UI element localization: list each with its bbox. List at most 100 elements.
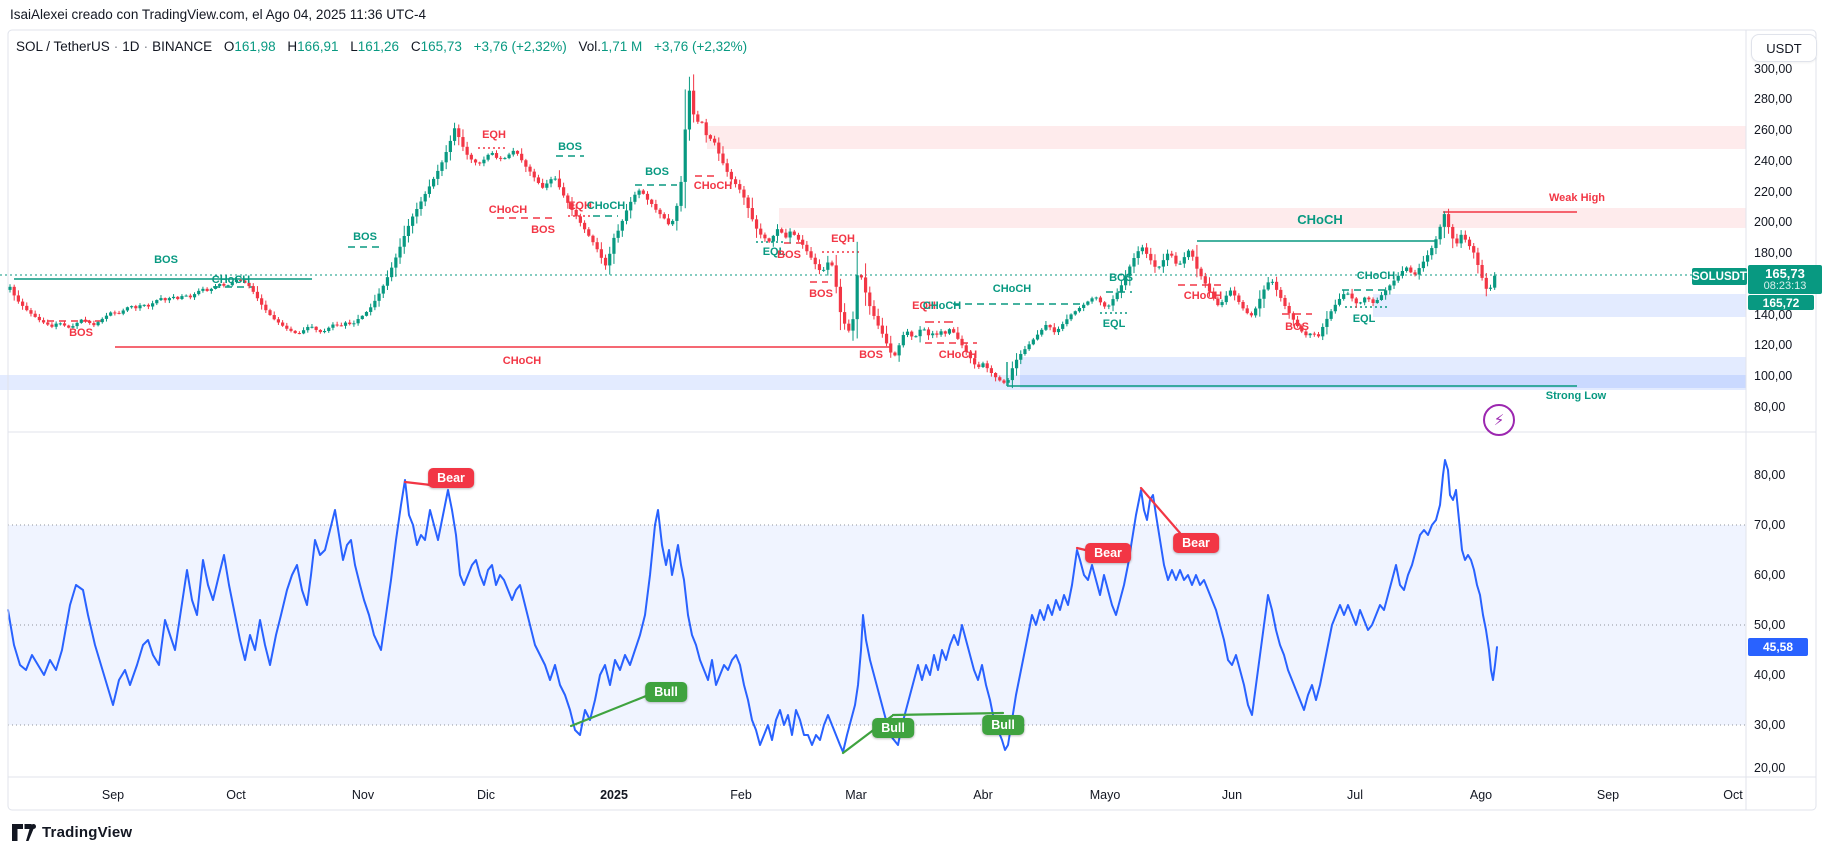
candle-body [46,322,50,325]
price-tick[interactable]: 300,00 [1754,61,1793,76]
interval[interactable]: 1D [122,39,140,54]
smc-label-eqh[interactable]: EQH [482,129,506,141]
rsi-tick[interactable]: 70,00 [1754,518,1786,532]
smc-label-eqh[interactable]: EQH [568,200,592,212]
supply-demand-zone[interactable] [0,375,1746,390]
price-tick[interactable]: 140,00 [1754,307,1793,322]
price-tick[interactable]: 280,00 [1754,92,1793,107]
bear-callout[interactable]: Bear [1173,533,1219,553]
last-price-label[interactable]: 165,73 08:23:13 [1748,265,1822,294]
rsi-tick[interactable]: 40,00 [1754,668,1786,682]
smc-label-eql[interactable]: EQL [762,246,786,258]
supply-demand-zone[interactable] [779,208,1746,228]
price-tick[interactable]: 260,00 [1754,123,1793,137]
candle-body [683,129,687,182]
candle-body [1254,308,1258,316]
smc-label-choch[interactable]: CHoCH [992,283,1032,295]
time-tick[interactable]: Abr [973,788,993,802]
smc-label-eqh[interactable]: EQH [831,233,855,245]
time-tick[interactable]: 2025 [600,788,628,802]
tradingview-logo[interactable]: TradingView [12,824,132,841]
currency-toggle-button[interactable]: USDT [1751,34,1817,62]
price-tick[interactable]: 120,00 [1754,338,1793,353]
time-tick[interactable]: Ago [1469,788,1493,802]
smc-label-bos[interactable]: BOS [531,224,555,236]
time-tick[interactable]: Jun [1221,788,1243,802]
smc-label-choch[interactable]: CHoCH [1297,212,1343,227]
smc-label-eql[interactable]: EQL [1102,318,1126,330]
smc-label-bos[interactable]: BOS [353,231,377,243]
smc-label-choch[interactable]: CHoCH [922,300,962,312]
supply-demand-zone[interactable] [1373,294,1746,317]
time-tick[interactable]: Oct [226,788,246,802]
time-tick[interactable]: Feb [730,788,752,802]
candle-body [71,326,75,328]
bull-callout[interactable]: Bull [645,682,687,702]
bear-callout[interactable]: Bear [1085,543,1131,563]
rsi-tick[interactable]: 60,00 [1754,568,1786,582]
time-tick[interactable]: Oct [1723,788,1743,802]
rsi-tick[interactable]: 30,00 [1754,718,1786,732]
smc-label-bos[interactable]: BOS [809,288,833,300]
rsi-tick[interactable]: 20,00 [1754,761,1786,775]
time-tick[interactable]: Nov [351,788,375,802]
smc-label-choch[interactable]: CHoCH [211,274,251,286]
bear-trendline[interactable] [1139,486,1182,535]
smc-label-bos[interactable]: BOS [154,254,178,266]
rsi-tick[interactable]: 50,00 [1754,618,1786,632]
smc-label-eql[interactable]: EQL [1352,313,1376,325]
smc-label-bos[interactable]: BOS [859,349,883,361]
smc-label-bos[interactable]: BOS [777,249,801,261]
smc-label-bos[interactable]: BOS [69,327,93,339]
exchange[interactable]: BINANCE [152,39,213,54]
smc-label-strong-low[interactable]: Strong Low [1545,390,1607,402]
price-tick[interactable]: 180,00 [1754,246,1793,260]
time-tick[interactable]: Sep [1596,788,1620,802]
smc-label-choch[interactable]: CHoCH [488,204,528,216]
smc-label-bos[interactable]: BOS [645,166,669,178]
symbol-legend[interactable]: SOL / TetherUS · 1D · BINANCE O161,98 H166,9… [16,39,747,54]
price-tick[interactable]: 100,00 [1754,369,1793,383]
smc-label-eqh[interactable]: EQH [912,300,936,312]
time-tick[interactable]: Jul [1347,788,1363,802]
smc-label-weak-high[interactable]: Weak High [1548,192,1606,204]
candle-body [1304,331,1308,336]
candle-body [696,114,700,122]
prev-close-label[interactable]: 165,72 [1748,295,1814,310]
bear-callout[interactable]: Bear [428,468,474,488]
smc-label-choch[interactable]: CHoCH [938,349,978,361]
rsi-value-label[interactable]: 45,58 [1748,638,1808,656]
rsi-tick[interactable]: 80,00 [1754,468,1786,482]
smc-label-bos[interactable]: BOS [1285,321,1309,333]
lightning-icon[interactable]: ⚡ [1483,404,1515,436]
smc-label-choch[interactable]: CHoCH [502,355,542,367]
smc-label-choch[interactable]: CHoCH [1356,270,1396,282]
supply-demand-zone[interactable] [1020,357,1746,388]
smc-label-bos[interactable]: BOS [558,141,582,153]
time-tick[interactable]: Sep [101,788,125,802]
symbol-name[interactable]: SOL / TetherUS [16,39,110,54]
time-tick[interactable]: Mar [845,788,867,802]
price-tick[interactable]: 80,00 [1754,399,1786,414]
candle-body [507,154,511,159]
price-tick[interactable]: 220,00 [1754,184,1793,199]
smc-label-choch[interactable]: CHoCH [586,200,626,212]
smc-label-bos[interactable]: BOS [1109,272,1133,284]
candle-body [1354,298,1358,304]
candle-body [1119,285,1124,293]
smc-label-choch[interactable]: CHoCH [1183,290,1223,302]
bull-callout[interactable]: Bull [982,715,1024,735]
bull-trendline[interactable] [569,692,653,728]
candle-body [1224,295,1228,303]
candle-body [1031,339,1035,345]
bull-trendline[interactable] [891,711,1005,717]
smc-label-choch[interactable]: CHoCH [693,180,733,192]
time-tick[interactable]: Dic [476,788,496,802]
price-tick[interactable]: 200,00 [1754,215,1793,230]
supply-demand-zone[interactable] [707,126,1746,149]
bull-callout[interactable]: Bull [872,718,914,738]
candle-body [1266,282,1270,290]
time-tick[interactable]: Mayo [1089,788,1121,802]
price-tick[interactable]: 240,00 [1754,153,1793,168]
